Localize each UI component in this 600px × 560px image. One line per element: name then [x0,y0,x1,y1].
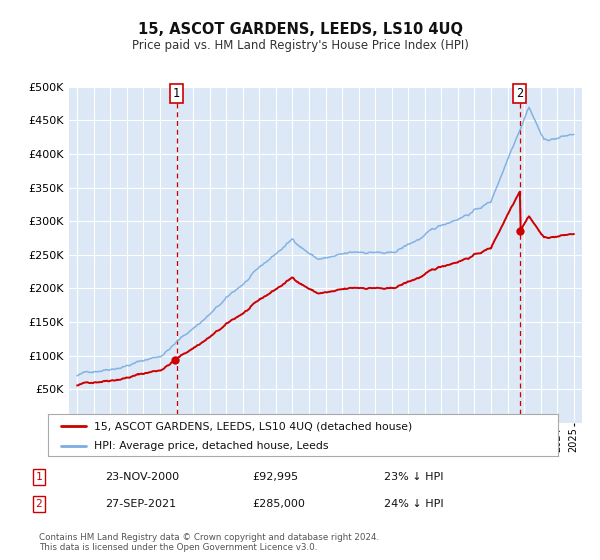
Text: Price paid vs. HM Land Registry's House Price Index (HPI): Price paid vs. HM Land Registry's House … [131,39,469,52]
Text: This data is licensed under the Open Government Licence v3.0.: This data is licensed under the Open Gov… [39,543,317,552]
Text: 24% ↓ HPI: 24% ↓ HPI [384,499,443,509]
Text: 23% ↓ HPI: 23% ↓ HPI [384,472,443,482]
Text: HPI: Average price, detached house, Leeds: HPI: Average price, detached house, Leed… [94,441,328,451]
Text: 23-NOV-2000: 23-NOV-2000 [105,472,179,482]
Text: 27-SEP-2021: 27-SEP-2021 [105,499,176,509]
Text: 2: 2 [517,87,524,100]
Text: £92,995: £92,995 [252,472,298,482]
Text: 2: 2 [35,499,43,509]
Text: 1: 1 [173,87,180,100]
Text: 1: 1 [35,472,43,482]
Text: £285,000: £285,000 [252,499,305,509]
Text: Contains HM Land Registry data © Crown copyright and database right 2024.: Contains HM Land Registry data © Crown c… [39,533,379,542]
Text: 15, ASCOT GARDENS, LEEDS, LS10 4UQ (detached house): 15, ASCOT GARDENS, LEEDS, LS10 4UQ (deta… [94,421,412,431]
Text: 15, ASCOT GARDENS, LEEDS, LS10 4UQ: 15, ASCOT GARDENS, LEEDS, LS10 4UQ [137,22,463,38]
